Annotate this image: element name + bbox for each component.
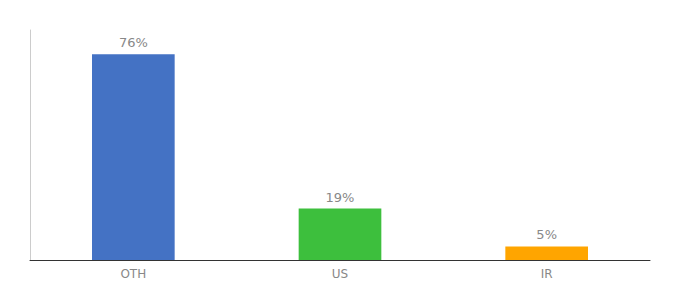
svg-text:76%: 76% bbox=[119, 35, 148, 50]
svg-text:OTH: OTH bbox=[120, 267, 146, 281]
svg-text:US: US bbox=[332, 267, 348, 281]
svg-text:19%: 19% bbox=[326, 190, 355, 205]
svg-text:IR: IR bbox=[541, 267, 553, 281]
svg-text:5%: 5% bbox=[536, 227, 557, 242]
